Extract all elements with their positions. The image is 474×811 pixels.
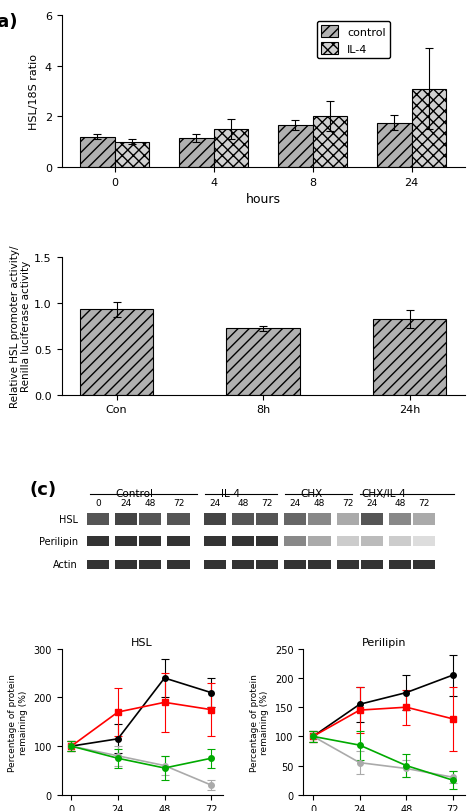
Bar	[227, 329, 300, 395]
Bar	[411, 89, 446, 168]
Text: CHX: CHX	[301, 488, 322, 498]
Bar	[167, 560, 190, 569]
Y-axis label: Relative HSL promoter activity/
Renilla luciferase activity: Relative HSL promoter activity/ Renilla …	[10, 245, 31, 407]
Bar	[284, 537, 306, 547]
Y-axis label: HSL/18S ratio: HSL/18S ratio	[29, 54, 39, 130]
Bar	[389, 513, 411, 525]
Text: (a): (a)	[0, 13, 18, 31]
X-axis label: hours: hours	[246, 193, 281, 206]
Bar	[115, 513, 137, 525]
Bar	[337, 560, 359, 569]
Bar	[373, 320, 446, 395]
Bar	[115, 143, 149, 168]
Text: 48: 48	[314, 499, 325, 508]
Bar	[167, 537, 190, 547]
Bar	[284, 560, 306, 569]
Bar	[256, 513, 278, 525]
Bar	[139, 513, 161, 525]
Text: (c): (c)	[29, 480, 56, 498]
Bar	[413, 537, 435, 547]
Bar	[115, 537, 137, 547]
Bar	[413, 513, 435, 525]
Legend: control, IL-4: control, IL-4	[317, 22, 390, 59]
Bar	[204, 537, 226, 547]
Bar	[278, 126, 312, 168]
Bar	[204, 513, 226, 525]
Bar	[232, 537, 254, 547]
Title: HSL: HSL	[131, 637, 153, 647]
Text: 24: 24	[120, 499, 132, 508]
Text: 48: 48	[237, 499, 248, 508]
Bar	[413, 560, 435, 569]
Bar	[179, 139, 214, 168]
Text: 24: 24	[290, 499, 301, 508]
Y-axis label: Percentage of protein
remaining (%): Percentage of protein remaining (%)	[9, 673, 28, 770]
Bar	[256, 560, 278, 569]
Bar	[389, 537, 411, 547]
Text: 0: 0	[95, 499, 101, 508]
Text: CHX/IL-4: CHX/IL-4	[362, 488, 406, 498]
Bar	[284, 513, 306, 525]
Title: Perilipin: Perilipin	[362, 637, 406, 647]
Bar	[377, 123, 411, 168]
Bar	[204, 560, 226, 569]
Bar	[139, 537, 161, 547]
Bar	[232, 560, 254, 569]
Bar	[361, 513, 383, 525]
Bar	[361, 560, 383, 569]
Text: HSL: HSL	[59, 514, 78, 524]
Bar	[232, 513, 254, 525]
Text: 72: 72	[173, 499, 184, 508]
Bar	[389, 560, 411, 569]
Text: 72: 72	[262, 499, 273, 508]
Bar	[337, 513, 359, 525]
Text: 72: 72	[419, 499, 430, 508]
Bar	[167, 513, 190, 525]
Bar	[139, 560, 161, 569]
Bar	[309, 560, 330, 569]
Bar	[80, 310, 153, 395]
Text: 48: 48	[394, 499, 406, 508]
Y-axis label: Percentage of protein
remaining (%): Percentage of protein remaining (%)	[250, 673, 269, 770]
Bar	[87, 560, 109, 569]
Text: Perilipin: Perilipin	[38, 536, 78, 547]
Bar	[361, 537, 383, 547]
Text: 72: 72	[342, 499, 353, 508]
Bar	[256, 537, 278, 547]
Bar	[214, 130, 248, 168]
Bar	[87, 513, 109, 525]
Text: Actin: Actin	[53, 560, 78, 569]
Text: 24: 24	[209, 499, 220, 508]
Bar	[337, 537, 359, 547]
Bar	[80, 137, 115, 168]
Text: 24: 24	[366, 499, 377, 508]
Bar	[309, 537, 330, 547]
Bar	[312, 117, 347, 168]
Text: IL-4: IL-4	[221, 488, 240, 498]
Text: Control: Control	[115, 488, 153, 498]
Bar	[309, 513, 330, 525]
Bar	[115, 560, 137, 569]
Text: 48: 48	[145, 499, 156, 508]
Text: (b): (b)	[0, 255, 2, 272]
Bar	[87, 537, 109, 547]
